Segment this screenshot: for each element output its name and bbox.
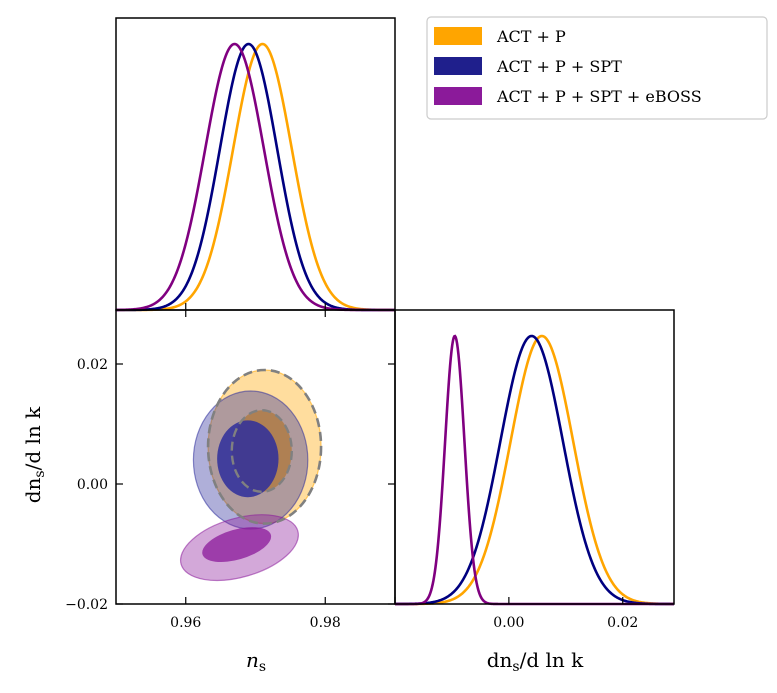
ns-tick-label: 0.98 <box>310 615 341 631</box>
running-posterior-line-3 <box>395 334 674 606</box>
ns-axis-label: ns <box>246 648 266 675</box>
legend-swatch <box>434 57 482 75</box>
dashed-contour-outline-inner <box>230 409 293 494</box>
running-tick-label-y: 0.00 <box>77 477 108 493</box>
running-posterior-line-2 <box>395 334 674 606</box>
contour-1sigma-series-2 <box>217 420 279 498</box>
ns-posterior-line-2 <box>116 42 395 312</box>
running-tick-label-y: 0.02 <box>77 357 108 373</box>
legend-frame <box>426 16 768 120</box>
contour-1sigma-series-3 <box>202 527 272 563</box>
top-panel-frame <box>115 17 396 311</box>
ns-running-contour-panel: 0.96 0.98 −0.02 0.00 0.02 <box>65 309 396 631</box>
svg-text:dns/d ln k: dns/d ln k <box>21 406 48 503</box>
running-posterior-line-1 <box>395 334 674 606</box>
running-posterior-panel: 0.00 0.02 <box>394 309 675 631</box>
dashed-contour-outline <box>206 368 323 525</box>
ns-posterior-line-1 <box>116 42 395 312</box>
legend-label: ACT + P + SPT <box>496 57 622 76</box>
running-axis-label-x: dns/d ln k <box>487 648 584 675</box>
ns-posterior-panel <box>115 17 396 312</box>
running-tick-label-x: 0.02 <box>607 615 638 631</box>
legend-swatch <box>434 87 482 105</box>
ns-posterior-line-3 <box>115 42 395 312</box>
legend-label: ACT + P <box>496 27 566 46</box>
running-axis-label-y: dns/d ln k <box>21 406 48 503</box>
ns-tick-label: 0.96 <box>170 615 201 631</box>
running-tick-label-x: 0.00 <box>493 615 524 631</box>
running-tick-label-y: −0.02 <box>65 597 108 613</box>
right-panel-frame <box>394 309 675 605</box>
legend: ACT + P ACT + P + SPT ACT + P + SPT + eBOS… <box>426 16 768 120</box>
legend-swatch <box>434 27 482 45</box>
legend-label: ACT + P + SPT + eBOSS <box>496 87 702 106</box>
